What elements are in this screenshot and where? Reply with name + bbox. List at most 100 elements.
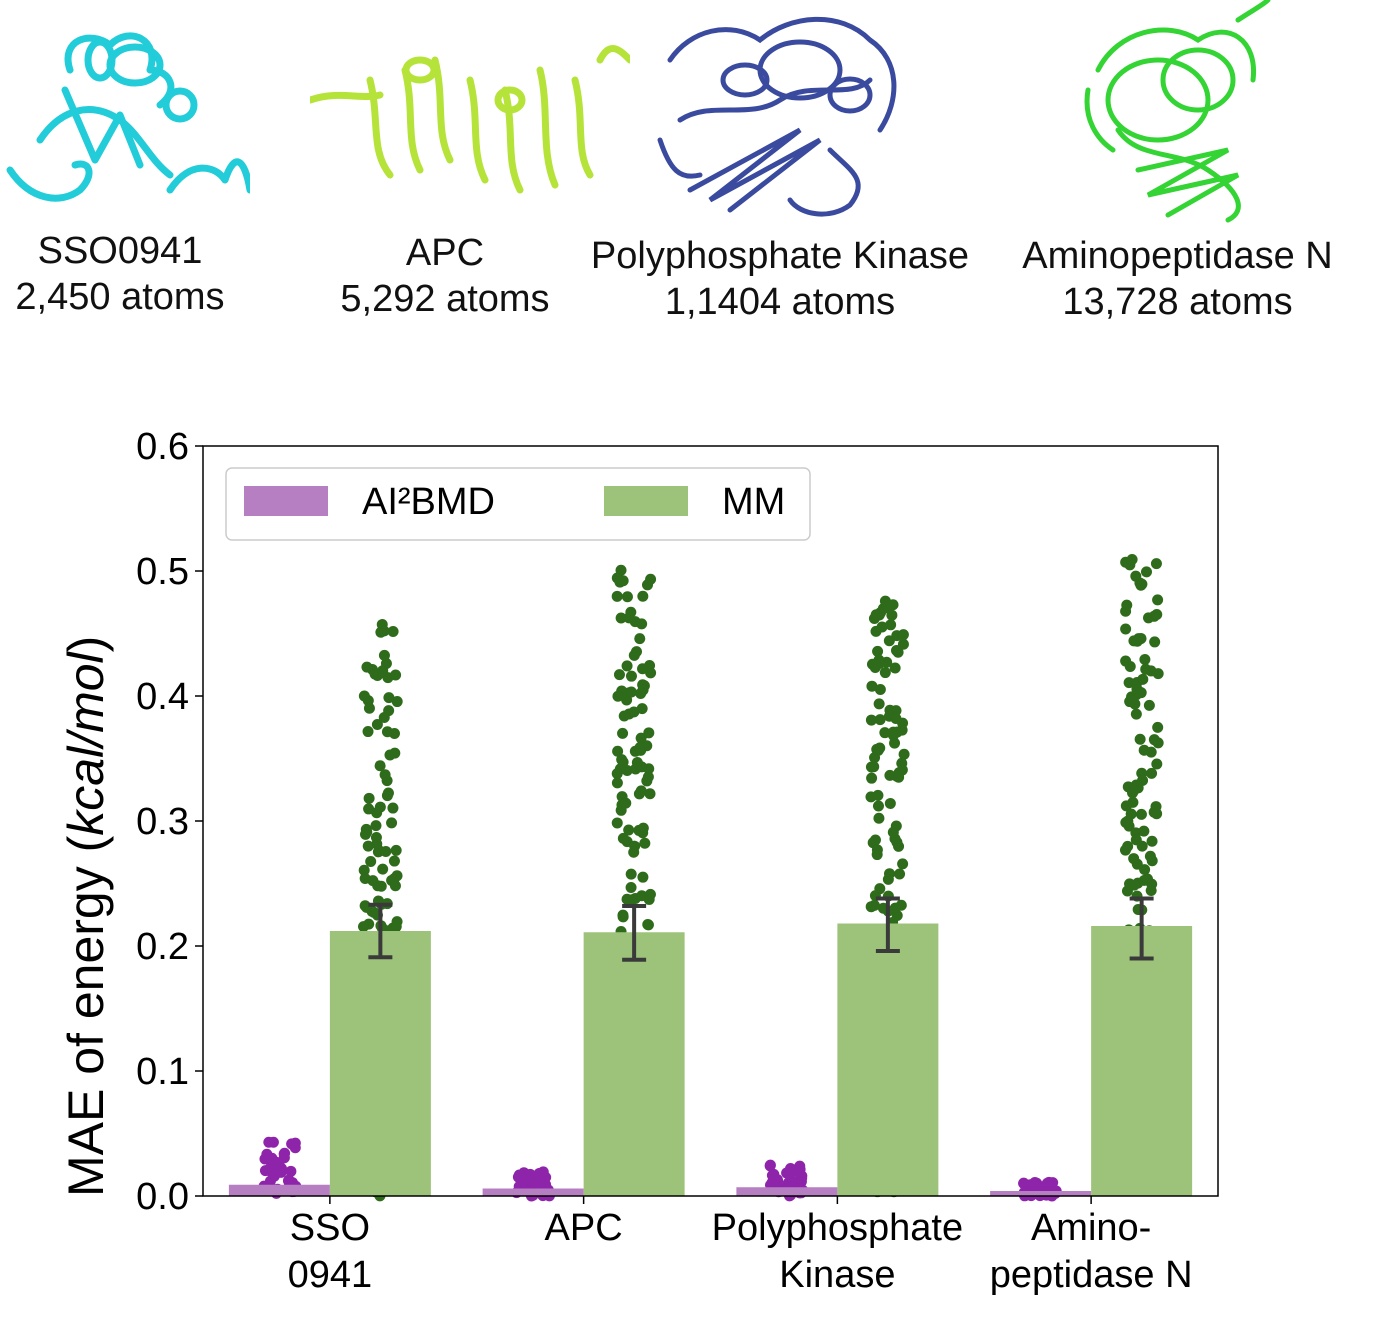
- data-point: [1132, 782, 1144, 794]
- data-point: [1137, 673, 1149, 685]
- data-point: [898, 748, 910, 760]
- data-point: [644, 660, 656, 672]
- data-point: [876, 621, 888, 633]
- data-point: [1144, 850, 1156, 862]
- data-point: [1145, 885, 1157, 897]
- data-point: [866, 772, 878, 784]
- data-point: [1128, 853, 1140, 865]
- data-point: [362, 726, 374, 738]
- data-point: [636, 703, 648, 715]
- data-point: [625, 881, 637, 893]
- data-point: [387, 626, 399, 638]
- data-point: [1126, 554, 1138, 566]
- data-point: [882, 873, 894, 885]
- data-point: [359, 873, 371, 885]
- data-point: [524, 1174, 536, 1186]
- y-axis-label: MAE of energy (kcal/mol): [58, 636, 114, 1197]
- data-point: [634, 741, 646, 753]
- data-point: [879, 667, 891, 679]
- data-point: [890, 712, 902, 724]
- protein-structures: SSO0941 2,450 atoms APC 5,292 atoms: [0, 0, 1400, 360]
- data-point: [1123, 677, 1135, 689]
- data-point: [636, 890, 648, 902]
- data-point: [617, 832, 629, 844]
- data-point: [371, 718, 383, 730]
- data-point: [381, 726, 393, 738]
- data-point: [869, 752, 881, 764]
- data-point: [1138, 825, 1150, 837]
- y-axis-label-text: MAE of energy (: [58, 835, 114, 1197]
- data-point: [884, 797, 896, 809]
- data-point: [621, 591, 633, 603]
- bar-ai2bmd: [228, 1184, 330, 1196]
- data-point: [764, 1159, 776, 1171]
- data-point: [635, 785, 647, 797]
- x-tick-label: Amino-: [1031, 1207, 1151, 1249]
- error-bars-layer: [368, 896, 1154, 962]
- protein-structure-navy-icon: [657, 16, 897, 217]
- protein-atoms: 5,292 atoms: [340, 278, 550, 320]
- data-point: [643, 727, 655, 739]
- data-point: [1146, 835, 1158, 847]
- data-point: [1143, 699, 1155, 711]
- bar-mm: [583, 932, 685, 1196]
- mae-energy-bar-chart: SSO 0941 APC Polyphosphate Kinase Amino-pepti…: [58, 426, 1219, 1296]
- protein-sso0941: SSO0941 2,450 atoms: [0, 0, 250, 320]
- data-point: [785, 1166, 797, 1178]
- data-point: [897, 629, 909, 641]
- protein-atoms: 2,450 atoms: [15, 276, 225, 318]
- data-point: [611, 768, 623, 780]
- data-point: [623, 824, 635, 836]
- bar-ai2bmd: [990, 1191, 1092, 1196]
- legend-label-ai2bmd: AI²BMD: [362, 481, 495, 523]
- data-point: [635, 732, 647, 744]
- data-point: [1134, 733, 1146, 745]
- protein-name: SSO0941: [37, 230, 203, 272]
- data-point: [625, 868, 637, 880]
- data-point: [611, 777, 623, 789]
- x-tick-label: APC: [545, 1207, 623, 1249]
- data-point: [1119, 844, 1131, 856]
- protein-aminopeptidase-n: Aminopeptidase N 13,728 atoms: [1000, 0, 1355, 325]
- data-point: [1141, 873, 1153, 885]
- data-point: [1120, 800, 1132, 812]
- data-point: [625, 670, 637, 682]
- protein-polyphosphate-kinase: Polyphosphate Kinase 1,1404 atoms: [570, 0, 990, 325]
- data-point: [378, 711, 390, 723]
- data-point: [513, 1169, 525, 1181]
- data-point: [1130, 708, 1142, 720]
- protein-atoms: 13,728 atoms: [1062, 281, 1293, 323]
- data-point: [540, 1171, 552, 1183]
- data-point: [374, 760, 386, 772]
- data-point: [391, 916, 403, 928]
- data-point: [278, 1148, 290, 1160]
- data-point: [386, 817, 398, 829]
- data-point: [869, 834, 881, 846]
- protein-structure-cyan-icon: [6, 32, 250, 202]
- data-point: [897, 858, 909, 870]
- data-point: [377, 863, 389, 875]
- y-axis-label-close: ): [58, 636, 114, 653]
- data-point: [1138, 744, 1150, 756]
- data-point: [637, 871, 649, 883]
- data-point: [1120, 655, 1132, 667]
- legend-swatch-mm: [604, 486, 688, 516]
- data-point: [1120, 605, 1132, 617]
- data-point: [369, 668, 381, 680]
- data-point: [381, 790, 393, 802]
- data-point: [363, 792, 375, 804]
- data-point: [1152, 594, 1164, 606]
- protein-structure-lime-icon: [310, 45, 630, 194]
- data-point: [628, 649, 640, 661]
- data-point: [1152, 721, 1164, 733]
- y-axis-label-unit: kcal/mol: [58, 650, 114, 835]
- data-point: [1149, 636, 1161, 648]
- protein-apc: APC 5,292 atoms: [310, 0, 630, 322]
- data-point: [644, 788, 656, 800]
- data-point: [390, 669, 402, 681]
- data-point: [1135, 808, 1147, 820]
- data-point: [615, 612, 627, 624]
- data-point: [633, 824, 645, 836]
- data-point: [874, 714, 886, 726]
- data-point: [361, 661, 373, 673]
